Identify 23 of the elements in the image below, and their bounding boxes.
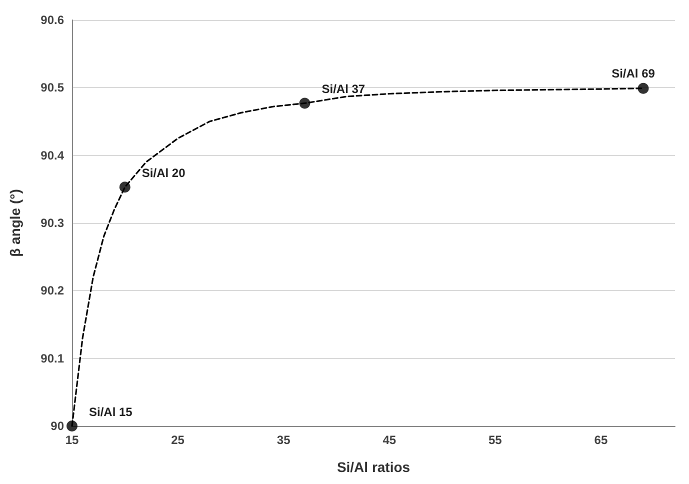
x-tick-label: 45 (382, 433, 396, 447)
point (638, 82, 649, 94)
x-tick-label: 65 (594, 433, 608, 447)
x-axis-title: Si/Al ratios (336, 459, 410, 475)
x-tick-label: 25 (171, 433, 185, 447)
point (299, 98, 310, 109)
annotation: Si/Al 37 (322, 82, 366, 96)
y-tick-label: 90.2 (40, 284, 64, 298)
y-tick-label: 90.3 (40, 216, 64, 230)
point (119, 182, 130, 193)
y-tick-label: 90 (50, 419, 64, 433)
point (66, 420, 78, 432)
y-tick-label: 90.5 (40, 80, 64, 95)
y-tick-label: 90.6 (40, 13, 64, 27)
x-tick-label: 15 (65, 433, 79, 447)
y-tick-label: 90.4 (40, 148, 64, 162)
annotation: Si/Al 69 (612, 66, 656, 80)
annotation: Si/Al 20 (142, 166, 186, 180)
annotation: Si/Al 15 (89, 405, 133, 419)
x-tick-label: 55 (488, 433, 502, 447)
y-tick-label: 90.1 (40, 351, 64, 366)
x-tick-label: 35 (276, 433, 291, 447)
y-axis-title: β angle (°) (7, 189, 23, 257)
